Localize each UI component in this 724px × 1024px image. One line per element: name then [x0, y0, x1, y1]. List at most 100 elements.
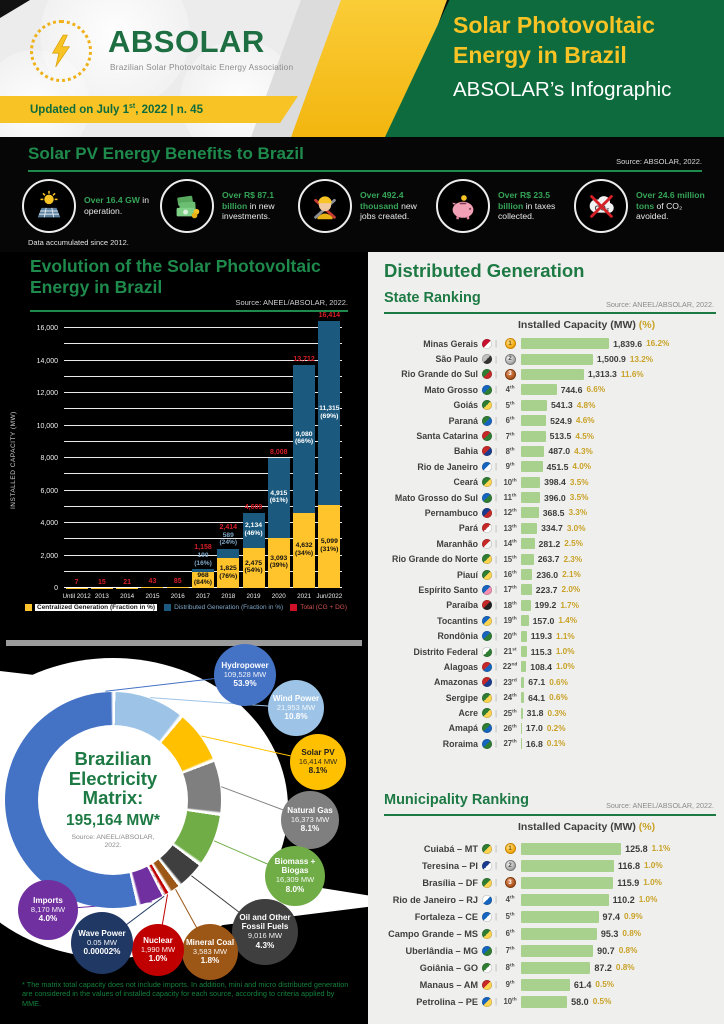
state-row: Maranhão | 14th 281.2 2.5%: [372, 536, 722, 551]
region-name: Ceará: [453, 477, 478, 488]
gridline: [64, 522, 342, 523]
state-row: Santa Catarina | 7th 513.5 4.5%: [372, 428, 722, 443]
matrix-bubble-mineral-coal: Mineral Coal 3,583 MW 1.8%: [182, 924, 238, 980]
flag-icon: [482, 962, 492, 973]
legend-swatch: [164, 604, 172, 611]
capacity-value: 157.0: [532, 615, 555, 626]
matrix-title: Brazilian Electricity Matrix:: [68, 748, 158, 809]
matrix-bubble-hydropower: Hydropower 109,528 MW 53.9%: [214, 644, 276, 706]
benefit-item: Over 492.4 thousand new jobs created.: [298, 179, 434, 233]
bar-segment-distributed: [242, 513, 265, 548]
region-name: Paraíba: [446, 600, 478, 611]
slice-capacity: 16,309 MW: [275, 875, 315, 885]
state-row: Pará | 13th 334.7 3.0%: [372, 521, 722, 536]
capacity-value: 116.8: [617, 860, 640, 871]
flag-icon: [482, 877, 492, 888]
left-column: Evolution of the Solar Photovoltaic Ener…: [0, 252, 368, 1024]
distributed-generation-label: 190 (16%): [194, 552, 212, 567]
benefit-value: Over 24.6 million tons: [636, 189, 705, 211]
bar-2014: 21 2014: [116, 328, 139, 600]
capacity-value: 90.7: [597, 945, 615, 956]
capacity-percent: 0.5%: [592, 997, 612, 1006]
separator: |: [495, 431, 498, 441]
slice-name: Oil and Other Fossil Fuels: [239, 913, 291, 932]
separator: |: [495, 400, 498, 410]
region-name: Petrolina – PE: [416, 996, 478, 1007]
piggy-bank-icon: [436, 179, 490, 233]
x-axis-label: Until 2012: [62, 593, 91, 600]
flag-icon: [482, 584, 492, 595]
state-column-header: Installed Capacity (MW) (%): [518, 319, 656, 331]
rank-label: 10th: [503, 477, 517, 487]
gold-medal-icon: 1: [504, 843, 516, 854]
capacity-bar: [521, 584, 532, 596]
benefit-text: Over 24.6 million tons of CO₂ avoided.: [636, 190, 708, 222]
region-name: Fortaleza – CE: [414, 911, 478, 922]
capacity-value: 17.0: [525, 723, 543, 734]
capacity-percent: 2.3%: [563, 554, 583, 564]
capacity-bar: [521, 910, 599, 923]
capacity-value: 199.2: [534, 600, 557, 611]
rank-label: 25th: [503, 708, 517, 718]
bar-segment-distributed: [267, 457, 290, 538]
capacity-value: 58.0: [571, 996, 589, 1007]
y-axis-tick: 8,000: [40, 455, 58, 462]
matrix-bubble-nuclear: Nuclear 1,990 MW 1.0%: [132, 924, 184, 976]
org-tagline: Brazilian Solar Photovoltaic Energy Asso…: [110, 62, 294, 72]
rank-label: 13th: [503, 523, 517, 533]
capacity-bar: [521, 430, 546, 442]
region-name: Pernambuco: [424, 507, 478, 518]
matrix-bubble-biomass-biogas: Biomass + Biogas 16,309 MW 8.0%: [265, 846, 325, 906]
municipality-ranking-list: Cuiabá – MT | 1 125.8 1.1% Teresina – PI | 2 116…: [372, 840, 722, 1010]
region-name: São Paulo: [435, 354, 478, 365]
divider: [384, 814, 716, 816]
flag-icon: [482, 569, 492, 580]
slice-percent: 0.00002%: [83, 947, 121, 957]
bar-segment-centralized: [318, 505, 341, 588]
capacity-value: 396.0: [544, 492, 566, 503]
flag-icon: [482, 523, 492, 534]
matrix-source: Source: ANEEL/ABSOLAR, 2022.: [71, 833, 155, 850]
capacity-percent: 4.8%: [576, 400, 596, 410]
flag-icon: [482, 446, 492, 457]
capacity-percent: 3.0%: [566, 523, 586, 533]
capacity-bar: [521, 944, 594, 957]
separator: |: [495, 844, 498, 853]
flag-icon: [482, 911, 492, 922]
capacity-bar: [521, 842, 622, 855]
capacity-value: 31.8: [526, 708, 544, 719]
region-name: Bahia: [454, 446, 478, 457]
slice-capacity: 109,528 MW: [223, 669, 267, 679]
bar-2019: 2,475 (54%) 2,134 (46%) 4,609 2019: [242, 328, 265, 600]
capacity-bar: [521, 995, 568, 1008]
org-name: ABSOLAR: [108, 24, 265, 59]
evolution-chart-title: Evolution of the Solar Photovoltaic Ener…: [30, 256, 321, 297]
capacity-value: 115.9: [617, 877, 640, 888]
capacity-value: 524.9: [550, 415, 572, 426]
benefit-text: Over 492.4 thousand new jobs created.: [360, 190, 432, 222]
region-name: Uberlândia – MG: [405, 945, 479, 956]
separator: |: [495, 523, 498, 533]
capacity-bar: [521, 630, 527, 642]
capacity-value: 513.5: [549, 431, 572, 442]
y-axis-tick: 10,000: [36, 422, 58, 430]
gridline: [64, 327, 342, 328]
municipality-column-header: Installed Capacity (MW) (%): [518, 821, 656, 833]
rank-label: 6th: [505, 416, 515, 426]
capacity-percent: 4.3%: [574, 446, 593, 456]
municipality-row: Rio de Janeiro – RJ | 4th 110.2 1.0%: [372, 891, 722, 908]
capacity-bar: [521, 599, 531, 611]
updated-text: Updated on July 1st, 2022 | n. 45: [30, 103, 203, 116]
state-row: Rondônia | 20th 119.3 1.1%: [372, 628, 722, 643]
centralized-generation-label: 968 (84%): [193, 571, 213, 587]
benefit-text: Over 16.4 GW in operation.: [84, 195, 156, 216]
legend-label: Distributed Generation (Fraction in %): [174, 604, 284, 611]
state-row: São Paulo | 2 1,500.9 13.2%: [372, 351, 722, 366]
region-name: Minas Gerais: [423, 338, 478, 349]
capacity-percent: 0.2%: [546, 723, 566, 733]
benefit-item: Over 16.4 GW in operation.: [22, 179, 158, 233]
matrix-bubble-imports: Imports 8,170 MW 4.0%: [18, 880, 78, 940]
benefit-text: Over R$ 23.5 billion in taxes collected.: [498, 190, 570, 222]
region-name: Rondônia: [437, 631, 478, 642]
x-axis-label: Jun/2022: [316, 593, 343, 600]
